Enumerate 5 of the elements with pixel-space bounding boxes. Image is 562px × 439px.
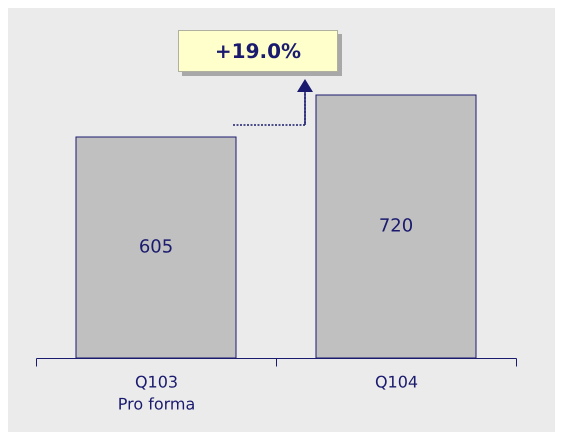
data-label: 720 — [378, 215, 414, 236]
data-label: 605 — [138, 236, 174, 258]
x-tick-label: Q103 Pro forma — [118, 372, 196, 414]
text: +19.0% — [178, 30, 338, 72]
x-tick-label: Q104 — [374, 372, 418, 392]
